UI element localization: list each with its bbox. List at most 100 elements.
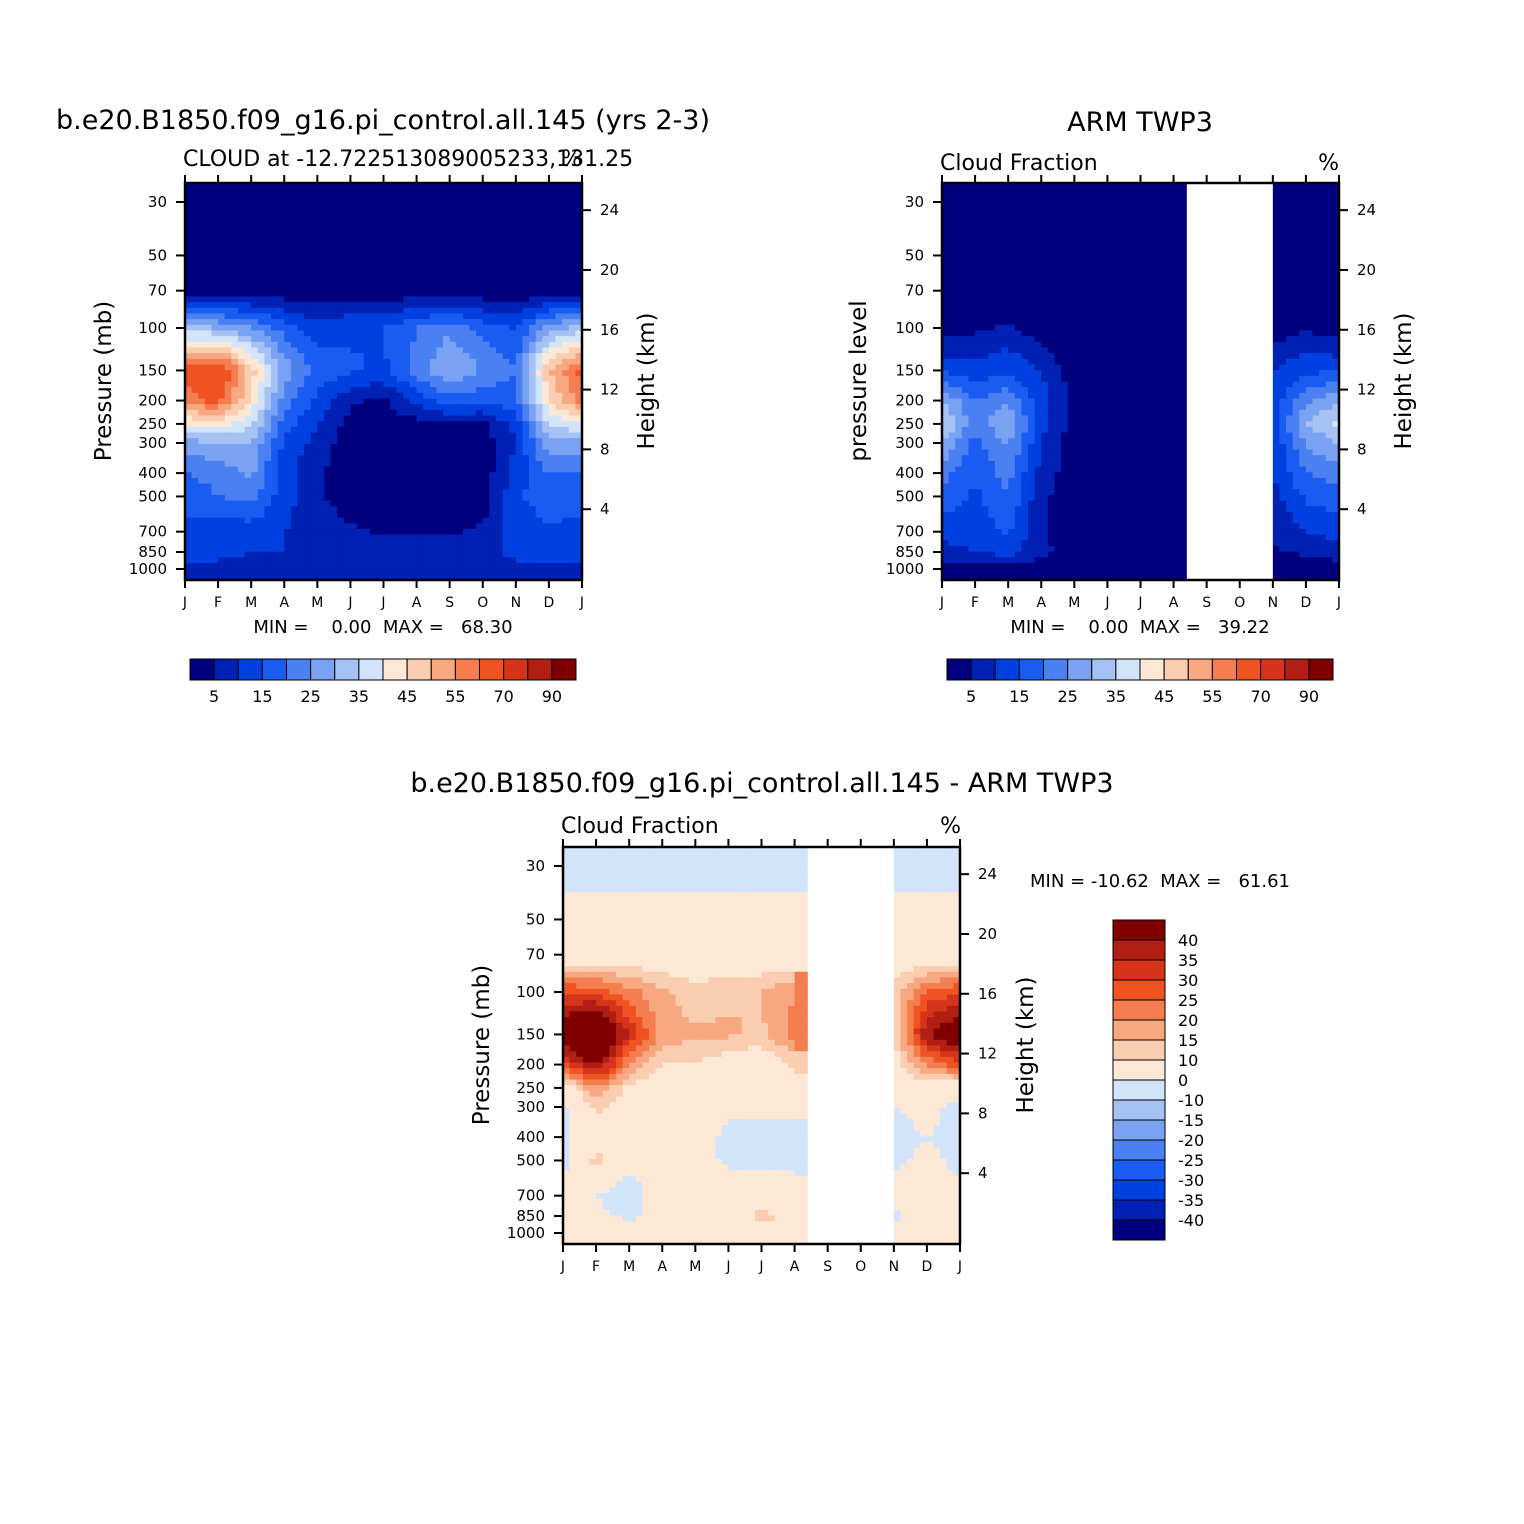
field-cell [509,421,517,428]
field-cell [264,194,272,201]
field-cell [575,438,583,445]
field-cell [376,568,385,575]
field-cell [403,324,411,332]
field-cell [403,415,411,422]
field-cell [284,477,292,485]
field-cell [204,364,213,371]
field-cell [522,341,530,349]
field-cell [290,268,299,275]
field-cell [277,455,285,462]
field-cell [535,319,543,326]
field-cell [390,466,398,473]
field-cell [290,222,299,229]
field-cell [185,534,193,541]
field-cell [337,375,345,383]
field-cell [244,489,252,496]
field-cell [476,557,484,564]
field-cell [244,279,252,286]
field-cell [376,194,385,201]
field-cell [469,568,477,575]
field-cell [218,494,226,502]
field-cell [290,415,299,422]
field-cell [476,483,484,490]
field-cell [423,324,431,332]
field-cell [542,205,550,212]
field-cell [568,489,576,496]
field-cell [264,279,272,286]
field-cell [515,398,524,405]
field-cell [529,370,537,377]
field-cell [370,557,378,564]
field-cell [363,353,371,360]
field-cell [237,239,246,246]
field-cell [323,534,332,541]
field-cell [218,194,226,201]
field-cell [185,551,193,558]
field-cell [482,262,490,269]
field-cell [476,443,484,451]
field-cell [224,404,232,411]
field-cell [562,545,570,553]
field-cell [237,568,246,575]
field-cell [575,517,583,524]
field-cell [1074,228,1082,235]
field-cell [562,324,570,332]
field-cell [363,432,371,439]
field-cell [529,302,537,309]
field-cell [390,194,398,201]
field-cell [1087,183,1095,190]
colorbar-label: 5 [209,687,219,706]
field-cell [535,381,543,388]
field-cell [988,200,996,207]
field-cell [981,194,989,201]
field-cell [198,540,206,547]
field-cell [363,188,371,195]
field-cell [1028,245,1036,252]
field-cell [271,324,279,332]
field-cell [251,353,259,360]
field-cell [191,296,199,303]
field-cell [290,387,299,394]
field-cell [548,290,557,298]
field-cell [330,489,338,496]
field-cell [257,336,265,343]
field-cell [542,234,550,241]
field-cell [1094,245,1102,252]
field-cell [357,245,365,252]
field-cell [198,239,206,246]
field-cell [350,562,358,570]
field-cell [330,194,338,201]
field-cell [323,200,332,207]
field-cell [429,562,438,570]
field-cell [489,347,497,354]
field-cell [542,290,550,298]
field-cell [237,415,246,422]
field-cell [198,545,206,553]
field-cell [1140,211,1148,218]
field-cell [271,466,279,473]
field-cell [436,392,444,400]
field-cell [376,500,385,507]
field-cell [522,472,530,479]
field-cell [436,528,444,536]
field-cell [423,404,431,411]
field-cell [211,545,219,553]
field-cell [535,205,543,212]
field-cell [1160,188,1168,195]
field-cell [224,398,232,405]
field-cell [350,449,358,456]
field-cell [357,375,365,383]
field-cell [218,438,226,445]
field-cell [1021,183,1029,190]
field-cell [529,234,537,241]
field-cell [423,194,431,201]
colorbar-label: 25 [300,687,320,706]
field-cell [343,562,352,570]
field-cell [409,381,418,388]
field-cell [383,353,391,360]
y-tick-label: 1000 [129,560,167,578]
field-cell [522,228,530,235]
field-cell [1160,194,1168,201]
field-cell [948,205,956,212]
field-cell [489,534,497,541]
